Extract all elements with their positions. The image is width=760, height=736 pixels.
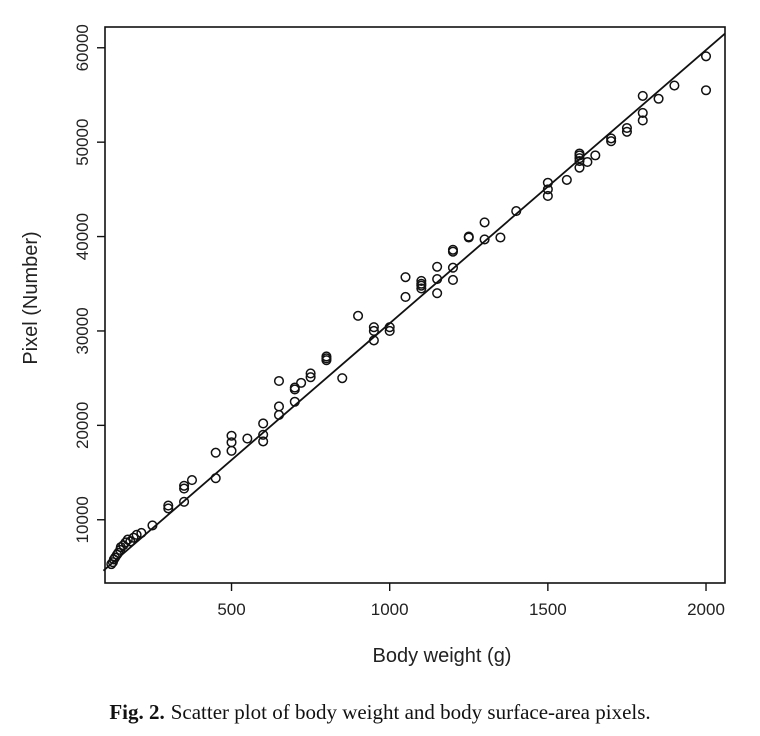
scatter-point [163,500,174,511]
figure-caption-text: Scatter plot of body weight and body sur… [170,700,651,724]
scatter-point [131,529,142,540]
scatter-point [258,429,269,440]
scatter-point [258,418,269,429]
scatter-point [416,278,427,289]
scatter-point [447,274,459,286]
y-tick-label: 10000 [73,496,92,543]
scatter-point [621,122,632,134]
scatter-point [637,115,648,126]
scatter-point [542,184,553,195]
scatter-point [122,534,133,545]
scatter-point [542,177,553,188]
scatter-point [637,107,648,118]
figure-label: Fig. 2. [109,700,165,724]
scatter-point [289,382,300,393]
scatter-point [321,351,332,362]
scatter-point [289,396,300,407]
scatter-point [210,447,221,458]
scatter-point [179,496,190,507]
scatter-point [273,401,285,412]
x-axis-title: Body weight (g) [373,645,512,667]
x-axis: 500 1000 1500 2000 [217,583,725,619]
scatter-point [432,261,443,272]
scatter-point [561,174,572,185]
scatter-point [384,322,395,333]
scatter-point [416,283,427,294]
scatter-point [637,90,648,101]
scatter-point [700,85,712,96]
scatter-point [653,93,664,104]
scatter-point [621,126,632,137]
scatter-point [416,275,427,286]
scatter-point [242,433,253,444]
scatter-point [700,51,712,62]
scatter-point [113,547,124,558]
data-points [106,51,712,570]
y-tick-label: 20000 [73,402,92,449]
y-axis: 10000 20000 30000 40000 50000 60000 [73,24,105,543]
scatter-point [511,206,522,217]
x-tick-label: 1000 [371,600,409,619]
scatter-plot: 10000 20000 30000 40000 50000 60000 500 1000 15… [20,24,726,667]
scatter-point [179,483,190,494]
scatter-point [305,368,316,379]
scatter-point [495,232,506,243]
scatter-point [463,231,474,242]
scatter-point [305,372,316,383]
x-tick-label: 500 [217,600,245,619]
scatter-point [226,430,237,441]
scatter-point [574,148,585,159]
scatter-point [186,475,198,486]
scatter-point [542,190,553,202]
scatter-point [368,335,379,346]
y-tick-label: 60000 [73,24,92,71]
scatter-point [606,136,617,147]
scatter-point [258,436,269,447]
y-axis-title: Pixel (Number) [20,231,42,364]
scatter-point [447,262,459,273]
figure-caption: Fig. 2. Scatter plot of body weight and b… [0,700,760,725]
scatter-point [226,437,237,448]
scatter-point [590,150,601,161]
scatter-point [447,244,459,255]
scatter-point [147,520,158,531]
scatter-point [574,162,585,173]
scatter-point [163,503,174,514]
x-tick-label: 2000 [687,600,725,619]
scatter-point [582,156,593,168]
scatter-point [384,325,395,337]
scatter-point [210,473,221,484]
scatter-point [400,272,411,283]
scatter-point [368,325,379,337]
scatter-point [273,375,285,387]
scatter-point [136,527,147,539]
scatter-point [400,291,411,303]
scatter-point [479,234,490,245]
scatter-point [432,288,443,299]
scatter-point [296,377,307,388]
plot-frame [104,26,726,584]
scatter-point [368,322,379,333]
scatter-point [574,153,585,164]
scatter-point [479,217,490,228]
scatter-point [669,80,680,91]
scatter-point [432,273,443,285]
scatter-point [120,537,131,548]
regression-line [102,32,726,572]
scatter-point [337,373,348,384]
scatter-point [606,133,617,144]
y-tick-label: 30000 [73,307,92,354]
y-tick-label: 50000 [73,119,92,166]
scatter-point [226,445,237,456]
scatter-point [179,480,190,491]
x-tick-label: 1500 [529,600,567,619]
scatter-point [128,532,139,543]
scatter-point [353,310,364,321]
y-tick-label: 40000 [73,213,92,260]
